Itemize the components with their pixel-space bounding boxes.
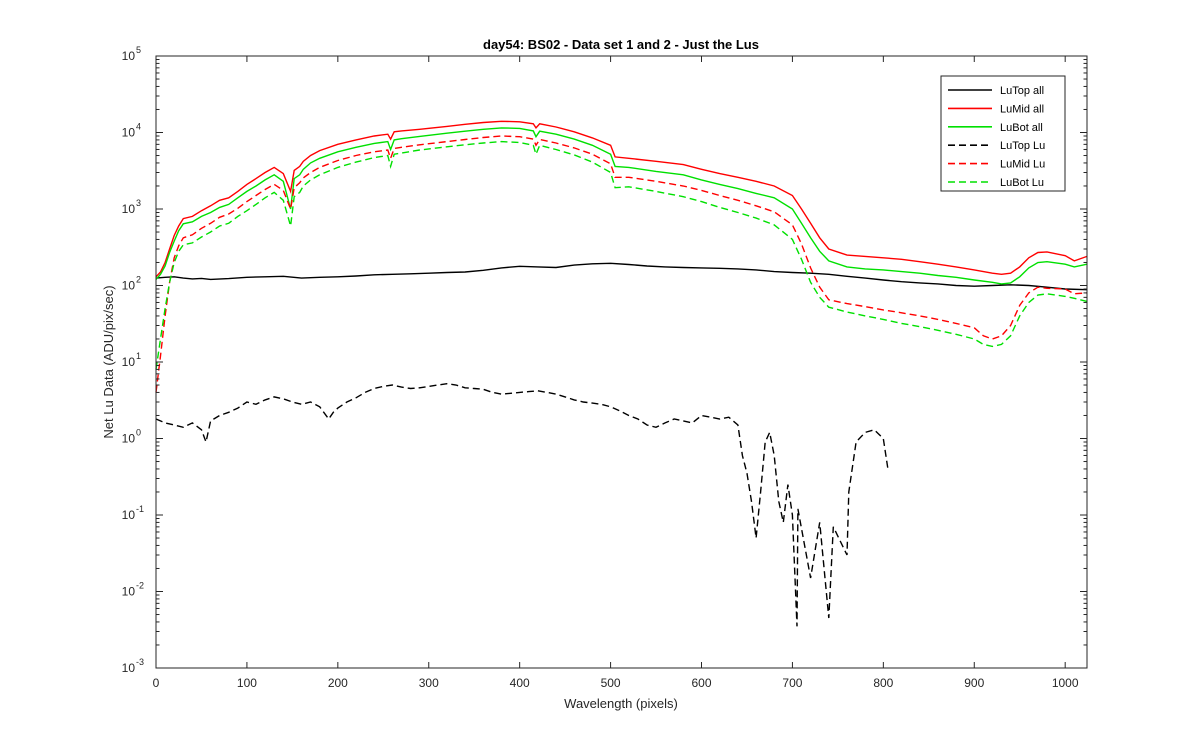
y-tick-label: 10 (122, 49, 136, 63)
y-tick-label: 10 (122, 126, 136, 140)
y-tick-exponent: -1 (136, 504, 144, 514)
y-tick-exponent: 3 (136, 198, 141, 208)
legend-label-2: LuBot all (1000, 122, 1043, 134)
y-tick-label: 10 (122, 279, 136, 293)
x-tick-label: 1000 (1052, 676, 1079, 690)
y-tick-label: 10 (122, 661, 136, 675)
legend-label-3: LuTop Lu (1000, 140, 1045, 152)
x-tick-label: 400 (510, 676, 530, 690)
legend-label-0: LuTop all (1000, 85, 1044, 97)
y-tick-exponent: 4 (136, 122, 141, 132)
y-tick-label: 10 (122, 432, 136, 446)
y-tick-label: 10 (122, 508, 136, 522)
x-tick-label: 900 (964, 676, 984, 690)
y-tick-exponent: 2 (136, 275, 141, 285)
y-tick-exponent: 0 (136, 428, 141, 438)
x-tick-label: 600 (691, 676, 711, 690)
x-tick-label: 100 (237, 676, 257, 690)
legend-label-4: LuMid Lu (1000, 159, 1045, 171)
series-line-2 (155, 127, 1088, 285)
x-tick-label: 200 (328, 676, 348, 690)
y-tick-exponent: -2 (136, 581, 144, 591)
y-axis-label: Net Lu Data (ADU/pix/sec) (101, 285, 116, 438)
series-line-0 (155, 262, 1088, 291)
y-tick-label: 10 (122, 585, 136, 599)
series-line-3 (155, 382, 889, 627)
legend: LuTop all LuMid all LuBot all LuTop Lu LuMid… (940, 75, 1066, 192)
series-line-4 (155, 135, 1088, 393)
series-line-1 (155, 120, 1088, 278)
legend-label-1: LuMid all (1000, 103, 1044, 115)
x-axis: 0 100 200 300 400 500 600 700 800 900 1000 (153, 56, 1079, 690)
series-group (155, 120, 1088, 627)
chart-title: day54: BS02 - Data set 1 and 2 - Just th… (483, 37, 759, 52)
y-tick-exponent: -3 (136, 657, 144, 667)
x-tick-label: 300 (419, 676, 439, 690)
legend-label-5: LuBot Lu (1000, 177, 1044, 189)
x-tick-label: 0 (153, 676, 160, 690)
y-tick-exponent: 1 (136, 351, 141, 361)
y-tick-label: 10 (122, 355, 136, 369)
legend-box (940, 75, 1066, 192)
y-tick-label: 10 (122, 202, 136, 216)
x-axis-label: Wavelength (pixels) (564, 696, 678, 711)
x-tick-label: 800 (873, 676, 893, 690)
x-tick-label: 700 (782, 676, 802, 690)
x-tick-label: 500 (601, 676, 621, 690)
y-tick-exponent: 5 (136, 45, 141, 55)
